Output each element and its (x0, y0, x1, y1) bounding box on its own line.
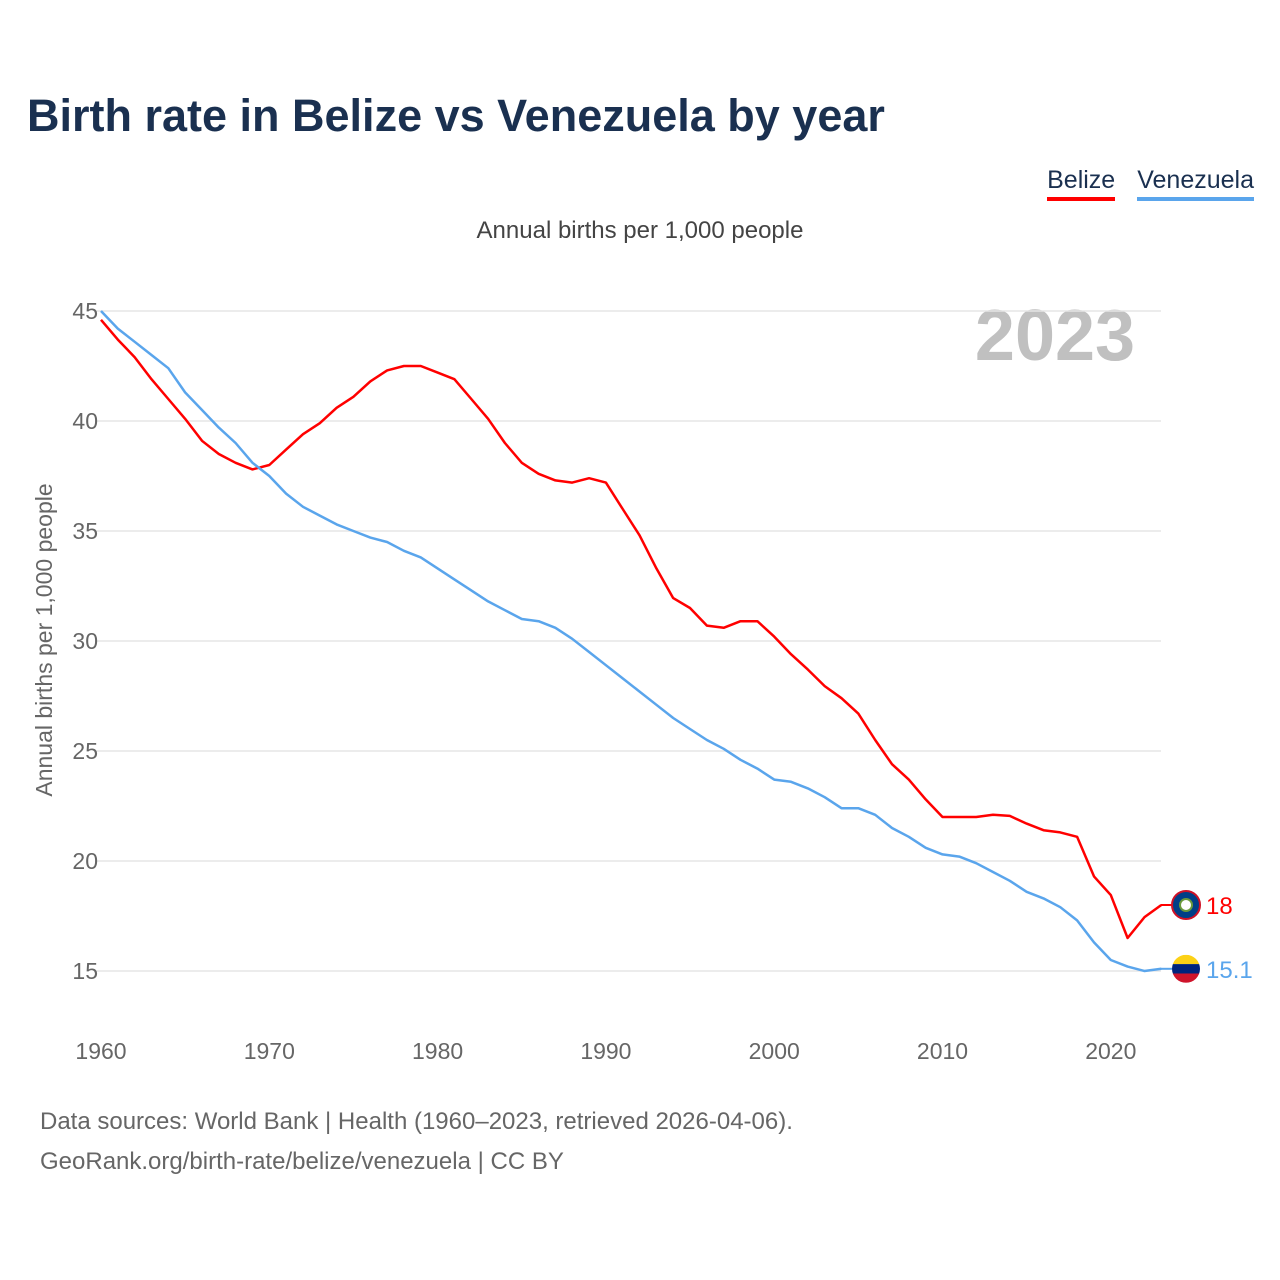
legend-belize[interactable]: Belize (1047, 166, 1116, 201)
x-tick-label: 2010 (917, 1038, 968, 1064)
series-line-belize (100, 318, 1163, 940)
source-line-2[interactable]: GeoRank.org/birth-rate/belize/venezuela … (40, 1148, 564, 1175)
y-tick-label: 25 (72, 738, 98, 764)
y-tick-label: 30 (72, 628, 98, 654)
y-tick-label: 35 (72, 518, 98, 544)
end-value-label: 18 (1206, 893, 1233, 920)
venezuela-flag-icon (1172, 954, 1200, 983)
end-value-label: 15.1 (1206, 957, 1253, 984)
legend-venezuela[interactable]: Venezuela (1137, 166, 1254, 201)
x-tick-label: 2020 (1085, 1038, 1136, 1064)
y-tick-label: 40 (72, 408, 98, 434)
y-tick-label: 45 (72, 298, 98, 324)
x-tick-label: 1990 (580, 1038, 631, 1064)
year-watermark: 2023 (975, 296, 1135, 376)
y-tick-label: 15 (72, 958, 98, 984)
legend: Belize Venezuela (1047, 166, 1254, 201)
x-tick-label: 1970 (244, 1038, 295, 1064)
x-tick-label: 1960 (75, 1038, 126, 1064)
x-tick-label: 2000 (749, 1038, 800, 1064)
belize-flag-emblem (1179, 898, 1193, 912)
x-tick-label: 1980 (412, 1038, 463, 1064)
y-tick-label: 20 (72, 848, 98, 874)
chart-title: Birth rate in Belize vs Venezuela by yea… (27, 90, 885, 141)
chart-subtitle: Annual births per 1,000 people (476, 217, 804, 244)
series-line-venezuela (100, 310, 1162, 973)
source-line-1: Data sources: World Bank | Health (1960–… (40, 1108, 793, 1135)
y-axis-label: Annual births per 1,000 people (31, 483, 57, 796)
